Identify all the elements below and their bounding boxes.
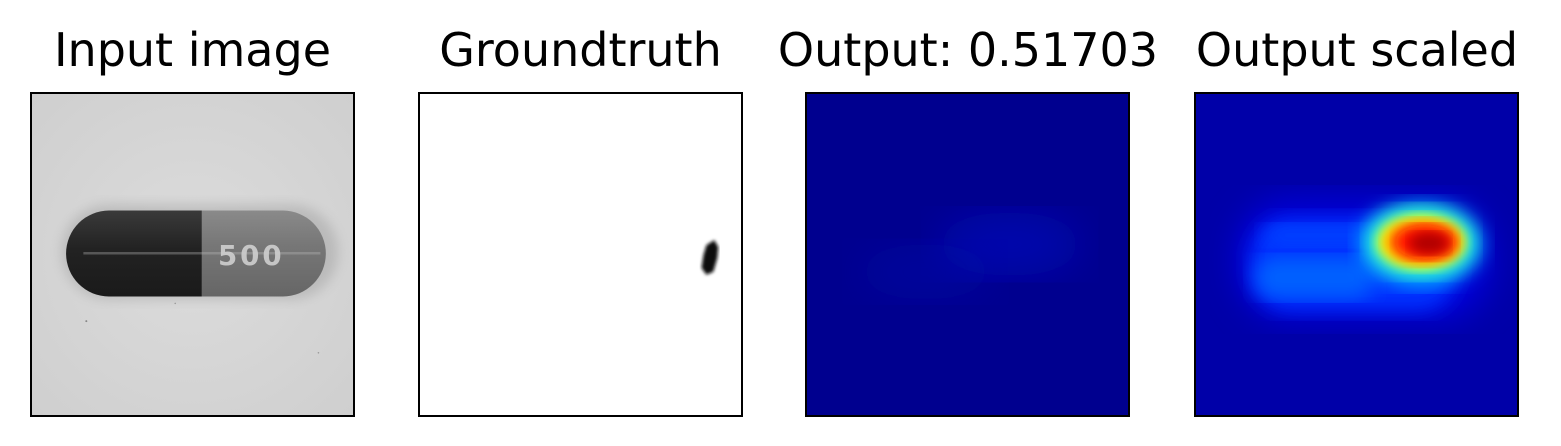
input-image-panel: 500 [30,92,355,417]
panel-title-output-scaled: Output scaled [1195,23,1519,77]
panel-title-input-image: Input image [53,23,331,77]
groundtruth-mask [420,94,741,415]
groundtruth-panel [418,92,743,417]
output-scaled-panel [1194,92,1519,417]
output-heatmap [807,94,1128,415]
capsule-imprint: 500 [218,239,285,272]
output-panel [805,92,1130,417]
output-scaled-heatmap [1196,94,1517,415]
panel-title-groundtruth: Groundtruth [439,23,722,77]
panel-title-output: Output: 0.51703 [777,23,1159,77]
input-image: 500 [32,94,353,415]
